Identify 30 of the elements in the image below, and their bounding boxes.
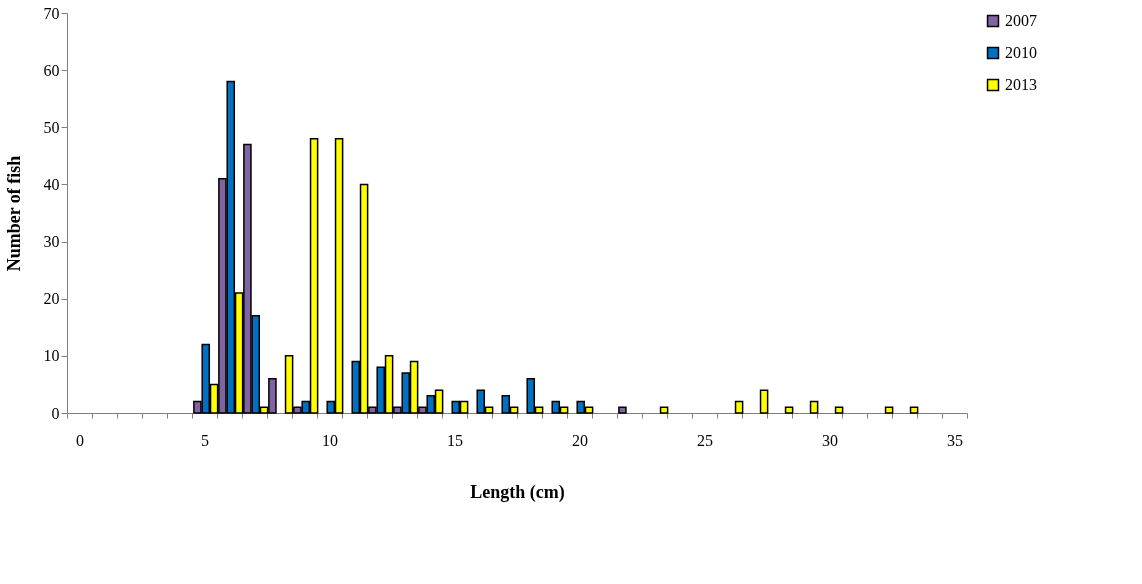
bar — [809, 400, 819, 414]
bar — [884, 406, 894, 414]
y-tick-label: 0 — [51, 404, 60, 422]
bar — [734, 400, 744, 414]
y-tick-label: 50 — [43, 118, 60, 136]
legend-label: 2007 — [1005, 12, 1037, 29]
bar — [759, 389, 769, 414]
bar — [784, 406, 794, 414]
y-tick-label: 70 — [43, 4, 60, 22]
x-tick-label: 5 — [201, 431, 209, 449]
x-axis-title: Length (cm) — [470, 481, 565, 503]
bar — [834, 406, 844, 414]
bar — [618, 406, 627, 414]
y-tick-label: 40 — [43, 175, 60, 193]
x-tick-label: 30 — [822, 431, 838, 449]
bar — [909, 406, 919, 414]
y-tick-label: 60 — [43, 61, 60, 79]
bar — [659, 406, 669, 414]
legend-label: 2010 — [1005, 44, 1037, 61]
x-tick-label: 15 — [447, 431, 463, 449]
x-tick-label: 0 — [76, 431, 84, 449]
x-tick-label: 10 — [322, 431, 338, 449]
y-tick-label: 20 — [43, 290, 60, 308]
y-tick-label: 10 — [43, 347, 60, 365]
y-axis-title: Number of fish — [3, 155, 24, 272]
x-tick-label: 20 — [572, 431, 588, 449]
legend-label: 2013 — [1005, 76, 1037, 93]
y-tick-label: 30 — [43, 233, 60, 251]
x-tick-label: 35 — [947, 431, 963, 449]
x-tick-label: 25 — [697, 431, 713, 449]
